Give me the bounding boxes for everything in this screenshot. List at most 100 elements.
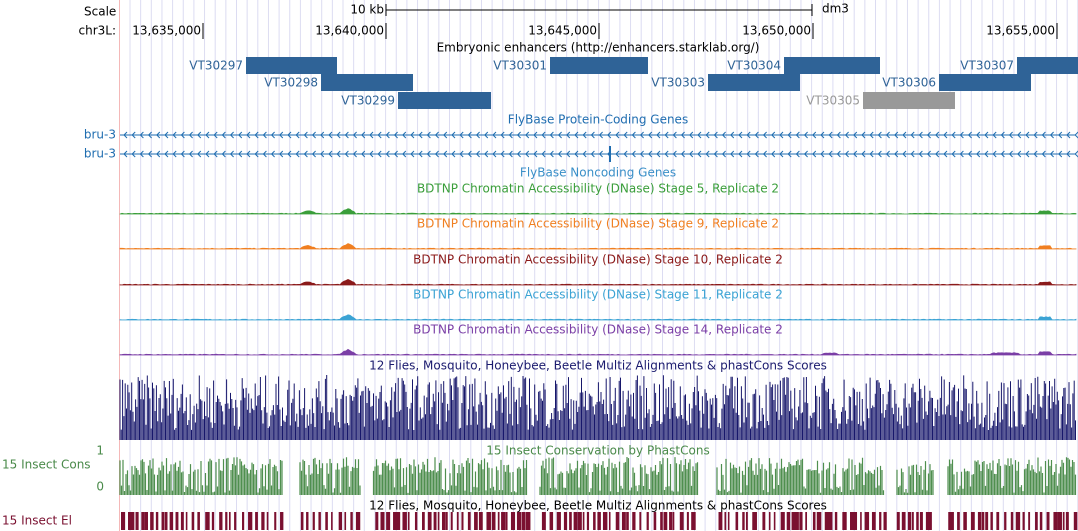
element xyxy=(1010,512,1014,530)
enhancer xyxy=(784,57,880,74)
element xyxy=(679,512,684,530)
element xyxy=(883,512,887,530)
element xyxy=(816,512,821,530)
element xyxy=(338,512,343,530)
element xyxy=(755,512,757,530)
element xyxy=(486,512,491,530)
element xyxy=(450,512,453,530)
element xyxy=(312,512,315,530)
strand-arrows xyxy=(123,150,1078,158)
enhancer-label: VT30304 xyxy=(727,59,781,73)
position-label: 13,655,000 xyxy=(986,24,1055,38)
element xyxy=(573,512,578,530)
element xyxy=(896,512,900,530)
element xyxy=(990,512,993,530)
element xyxy=(433,512,437,530)
element xyxy=(996,512,1000,530)
element xyxy=(242,512,245,530)
element xyxy=(1053,512,1058,530)
enhancer-label: VT30298 xyxy=(264,76,318,90)
element xyxy=(135,512,139,530)
element xyxy=(128,512,133,530)
element xyxy=(970,512,975,530)
signal xyxy=(119,278,1077,286)
element xyxy=(141,512,145,530)
element xyxy=(261,512,265,530)
element xyxy=(380,512,385,530)
element xyxy=(563,512,568,530)
element xyxy=(180,512,184,530)
enhancer-label: VT30306 xyxy=(882,76,936,90)
element xyxy=(505,512,508,530)
element xyxy=(161,512,165,530)
element xyxy=(169,512,174,530)
element xyxy=(609,512,611,530)
scale-label: Scale xyxy=(84,5,116,19)
element xyxy=(853,512,858,530)
element xyxy=(318,512,321,530)
element xyxy=(977,512,982,530)
enhancer xyxy=(398,92,491,109)
element xyxy=(639,512,642,530)
axis-label: 1 xyxy=(96,444,104,458)
element xyxy=(911,512,914,530)
element xyxy=(1022,512,1025,530)
element xyxy=(355,512,361,530)
element xyxy=(144,512,149,530)
position-label: 13,635,000 xyxy=(132,24,201,38)
element xyxy=(521,512,526,530)
element xyxy=(963,512,967,530)
element xyxy=(280,512,284,530)
element xyxy=(306,512,309,530)
element xyxy=(501,512,506,530)
enhancer-label: VT30307 xyxy=(960,59,1014,73)
track-title: BDTNP Chromatin Accessibility (DNase) St… xyxy=(413,288,783,302)
position-label: 13,650,000 xyxy=(742,24,811,38)
phastcons-bars xyxy=(119,457,1077,495)
element xyxy=(556,512,561,530)
element xyxy=(615,512,620,530)
element xyxy=(131,512,135,530)
element xyxy=(422,512,425,530)
element xyxy=(228,512,231,530)
element xyxy=(632,512,636,530)
element xyxy=(1039,512,1043,530)
element xyxy=(879,512,882,530)
element xyxy=(907,512,912,530)
element xyxy=(266,512,269,530)
element xyxy=(718,512,723,530)
enhancer-label: VT30297 xyxy=(189,59,243,73)
element xyxy=(864,512,870,530)
element xyxy=(248,512,253,530)
element xyxy=(396,512,401,530)
gene-label: bru-3 xyxy=(84,147,116,161)
element xyxy=(325,512,328,530)
element xyxy=(724,512,727,530)
element xyxy=(925,512,931,530)
element xyxy=(597,512,601,530)
element xyxy=(191,512,195,530)
side-label: 15 Insect Cons xyxy=(2,458,91,472)
gene-label: bru-3 xyxy=(84,128,116,142)
enhancer-label: VT30305 xyxy=(806,94,860,108)
element xyxy=(586,512,590,530)
element xyxy=(121,512,126,530)
element xyxy=(663,512,668,530)
element xyxy=(805,512,808,530)
exon xyxy=(609,146,611,162)
element xyxy=(1062,512,1065,530)
element xyxy=(1057,512,1062,530)
element xyxy=(402,512,407,530)
axis-label: 0 xyxy=(96,480,104,494)
element xyxy=(474,512,478,530)
element xyxy=(762,512,766,530)
element xyxy=(799,512,803,530)
element xyxy=(456,512,459,530)
element xyxy=(437,512,440,530)
element xyxy=(582,512,585,530)
element xyxy=(219,512,223,530)
element xyxy=(919,512,923,530)
track-title: 12 Flies, Mosquito, Honeybee, Beetle Mul… xyxy=(369,359,827,373)
scale-bar-label: 10 kb xyxy=(350,3,384,17)
